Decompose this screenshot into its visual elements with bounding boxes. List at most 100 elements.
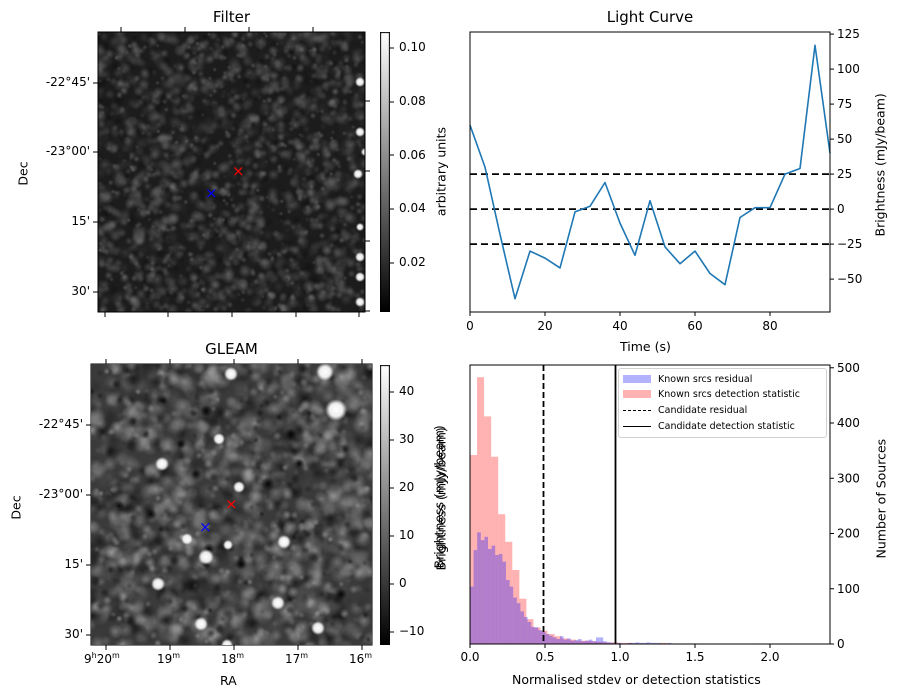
residual-bar	[657, 642, 661, 644]
legend-swatch-red	[623, 390, 651, 398]
lightcurve-title: Light Curve	[606, 8, 694, 26]
histogram-frame	[469, 364, 831, 645]
detection-bar	[589, 641, 597, 644]
detection-bar	[568, 639, 576, 644]
detection-bar	[611, 642, 619, 644]
gleam-colorbar	[380, 365, 390, 645]
gleam-xtick: 16m	[349, 651, 372, 666]
detection-bar	[491, 456, 499, 644]
histogram-xtick-label: 1.0	[610, 650, 629, 664]
lightcurve-xtick-label: 60	[687, 319, 702, 333]
residual-bar	[606, 642, 611, 644]
detection-bar	[618, 642, 626, 644]
gleam-ytick: -23°00'	[38, 487, 83, 501]
filter-cbar-tick: 0.08	[399, 94, 426, 108]
histogram-ytick-label: 200	[837, 527, 860, 541]
filter-colorbar	[380, 32, 390, 312]
gleam-xtick-unit: m	[300, 651, 309, 660]
residual-bar	[668, 642, 672, 644]
residual-bar	[516, 603, 521, 644]
histogram-ytick-label: 500	[837, 361, 860, 375]
filter-cbar-tick: 0.06	[399, 148, 426, 162]
gleam-cbar-tick: 30	[399, 432, 415, 446]
histogram-ytick-label: 300	[837, 471, 860, 485]
gleam-xtick-minutes: 17	[285, 652, 301, 666]
gleam-image	[91, 364, 372, 645]
gleam-ytick: -22°45'	[38, 417, 83, 431]
candidate-marker-icon: ×	[232, 162, 245, 180]
legend-item: Candidate detection statistic	[623, 420, 795, 432]
detection-bar	[660, 642, 668, 644]
gleam-xtick-unit: m	[172, 651, 181, 660]
filter-ytick: 15'	[71, 214, 90, 228]
gleam-xtick-minutes: 16	[349, 652, 365, 666]
residual-bar	[484, 536, 488, 644]
gleam-xtick-minutes: 18	[221, 652, 237, 666]
histogram-xtick-label: 2.0	[760, 650, 779, 664]
residual-bar	[549, 635, 553, 644]
detection-bar	[526, 619, 534, 644]
residual-bar	[578, 639, 582, 644]
residual-bar	[477, 532, 481, 644]
residual-bar	[639, 642, 643, 644]
known-source-marker-icon: ×	[205, 184, 218, 202]
residual-bar	[473, 550, 478, 644]
residual-bar	[513, 597, 517, 644]
residual-bar	[480, 540, 485, 644]
residual-bar	[545, 634, 550, 644]
gleam-xtick-unit: m	[112, 651, 120, 660]
residual-bar	[650, 642, 654, 644]
lightcurve-frame	[469, 31, 831, 313]
residual-bar	[653, 642, 658, 644]
gleam-cbar-tick: 10	[399, 528, 415, 542]
lightcurve-ytick-label: −50	[837, 272, 862, 286]
legend-label: Known srcs residual	[658, 373, 753, 385]
lightcurve-xtick-label: 20	[537, 319, 552, 333]
filter-image	[98, 32, 365, 312]
residual-bar	[506, 579, 510, 644]
filter-ytick: -22°45'	[45, 75, 90, 89]
detection-bar	[470, 455, 478, 644]
residual-bar	[603, 641, 607, 644]
gleam-xtick-unit: h	[91, 651, 97, 660]
histogram-xlabel: Normalised stdev or detection statistics	[512, 672, 761, 687]
detection-bar	[582, 640, 590, 644]
lightcurve-ytick-label: 100	[837, 62, 860, 76]
histogram-ytick-label: 400	[837, 416, 860, 430]
residual-bar	[527, 621, 532, 644]
gleam-xtick: 19m	[157, 651, 180, 666]
filter-cbar-tick: 0.04	[399, 201, 426, 215]
legend-label: Candidate detection statistic	[658, 420, 795, 432]
residual-bar	[581, 641, 586, 644]
known-source-marker-icon: ×	[199, 518, 212, 536]
lightcurve-xlabel: Time (s)	[620, 339, 671, 354]
residual-bar	[570, 640, 575, 644]
legend-dashed-line	[623, 409, 651, 411]
lightcurve-xtick-label: 80	[762, 319, 777, 333]
legend-item: Candidate residual	[623, 404, 747, 416]
detection-bar	[512, 569, 520, 644]
histogram-ytick-label: 100	[837, 582, 860, 596]
detection-bar	[484, 416, 492, 644]
gleam-ytick: 30'	[64, 627, 83, 641]
histogram-xtick-label: 1.5	[685, 650, 704, 664]
gleam-xlabel: RA	[220, 673, 237, 688]
filter-ytick: -23°00'	[45, 144, 90, 158]
residual-bar	[632, 642, 636, 644]
filter-ytick: 30'	[71, 284, 90, 298]
lightcurve-ytick-label: 0	[837, 202, 845, 216]
gleam-cbar-tick: 40	[399, 384, 415, 398]
lightcurve-xtick-label: 0	[466, 319, 474, 333]
filter-title: Filter	[212, 8, 251, 26]
residual-bar	[635, 642, 640, 644]
residual-bar	[642, 642, 647, 644]
histogram-ylabel-left: Brightness (mJy/beam)	[431, 425, 447, 569]
gleam-xtick-minutes: 19	[157, 652, 173, 666]
gleam-xtick: 17m	[285, 651, 308, 666]
residual-bar	[538, 630, 542, 644]
histogram-xtick-label: 0.5	[535, 650, 554, 664]
gleam-xtick-unit: m	[364, 651, 373, 660]
filter-cbar-tick: 0.02	[399, 255, 426, 269]
detection-bar	[561, 638, 569, 644]
